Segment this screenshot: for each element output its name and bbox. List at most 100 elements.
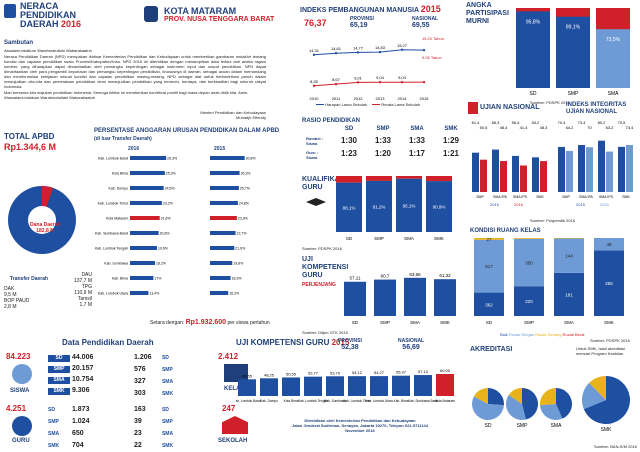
ipm-point bbox=[400, 80, 404, 84]
sekolah-sd-level: SD bbox=[161, 407, 169, 413]
ipm-data-label: 9,01 bbox=[354, 75, 363, 80]
kondisi-data-label: 48 bbox=[606, 242, 612, 247]
apm-title: ANGKA PARTISIPASI MURNI bbox=[466, 2, 514, 26]
ukg-small-line1: UJI bbox=[302, 256, 313, 263]
kualifikasi-category-label: SMP bbox=[374, 236, 384, 241]
kualifikasi-category-label: SMA bbox=[404, 236, 414, 241]
persentase-bar bbox=[210, 156, 245, 160]
un-title: UJIAN NASIONAL bbox=[480, 104, 540, 111]
sekolah-total: 247 bbox=[222, 404, 236, 413]
kelas-smp-level: SMP bbox=[161, 367, 173, 373]
ukg-small-bar bbox=[404, 277, 426, 316]
apbd-item-bop-value: 2,8 M bbox=[4, 304, 17, 310]
persentase-bar bbox=[130, 186, 164, 190]
school-building-icon bbox=[222, 416, 248, 434]
ukg-big-year: 2015 bbox=[331, 338, 350, 347]
apbd-items-right: DAU 137,7 M TPG 110,9 M Tamsil 1,7 M bbox=[52, 272, 92, 308]
siswa-sd-value: 44.006 bbox=[71, 354, 94, 361]
ukg-big-category-label: Kab. Sumbawa Barat bbox=[408, 399, 438, 403]
ipm-tick-label: 2014 bbox=[398, 96, 408, 101]
guru-sma-value: 650 bbox=[71, 430, 84, 437]
kelas-sd-level: SD bbox=[161, 355, 169, 361]
kondisi-legend-ringan: Rusak Ringan bbox=[508, 332, 535, 337]
ipm-kota-value: 76,37 bbox=[304, 18, 327, 28]
integritas-legend: 2015 bbox=[576, 202, 586, 207]
apm-data-label: 73,5% bbox=[606, 37, 621, 43]
kondisi-data-label: 255 bbox=[605, 281, 613, 286]
guru-sd-value: 1.873 bbox=[71, 406, 90, 413]
ukg-big-category-label: Kab. Sumbawa bbox=[324, 399, 346, 403]
apm-data-label: 89,1% bbox=[566, 25, 581, 31]
persentase-value-label: 16,2% bbox=[229, 292, 239, 296]
persentase-value-label: 30,8% bbox=[246, 157, 256, 161]
ipm-hls-end-label: 15,20 Tahun bbox=[422, 36, 444, 41]
un-data-label: 66,3 bbox=[492, 120, 501, 125]
persentase-value-label: 20,8% bbox=[160, 232, 170, 236]
ukg-big-bar bbox=[414, 375, 432, 396]
ipm-point bbox=[312, 53, 316, 56]
integritas-legend: 2016 bbox=[600, 202, 610, 207]
integritas-data-label: 73,4 bbox=[626, 125, 635, 130]
ukg-big-category-label: Kab. Lombok Tengah bbox=[298, 399, 328, 403]
ukg-big-data-label: 50,55 bbox=[286, 371, 297, 376]
apm-category-label: SMP bbox=[568, 91, 580, 97]
persentase-title: PERSENTASE ANGGARAN URUSAN PENDIDIKAN DA… bbox=[94, 128, 280, 134]
apbd-item-tamsil-label: Tamsil bbox=[77, 296, 92, 302]
ipm-tick-label: 2015 bbox=[420, 96, 430, 101]
persentase-bar bbox=[130, 246, 157, 250]
siswa-sd-level: SD bbox=[48, 355, 70, 362]
legend-rls-swatch bbox=[372, 104, 381, 106]
un-data-label: 50,5 bbox=[480, 125, 489, 130]
kelas-block: 1.206 SD 576 SMP 327 SMA 303 SMK 2.412 K… bbox=[134, 352, 266, 400]
transfer-label: Transfer Daerah bbox=[10, 276, 49, 282]
ipm-tick-label: 2013 bbox=[376, 96, 386, 101]
ipm-tick-label: 2011 bbox=[332, 96, 341, 101]
ukg-big-data-label: 45,55 bbox=[242, 373, 253, 378]
kondisi-category-label: SD bbox=[486, 320, 493, 325]
region-name: KOTA MATARAM bbox=[164, 6, 237, 16]
footer-line2: Jalan Jenderal Sudirman, Senayan, Jakart… bbox=[291, 423, 428, 428]
persentase-category-label: Kota Bima bbox=[112, 172, 128, 176]
ukg-big-bar bbox=[370, 376, 388, 396]
ukg-small-category-label: SMA bbox=[410, 320, 420, 325]
un-bar bbox=[512, 155, 519, 192]
persentase-bar bbox=[210, 171, 240, 175]
un-data-label: 56,4 bbox=[512, 120, 521, 125]
integritas-bar bbox=[578, 145, 585, 192]
persentase-category-label: Kab. Lombok Barat bbox=[98, 157, 128, 161]
persentase-value-label: 26,3% bbox=[167, 157, 177, 161]
rasio-col-sma: SMA bbox=[410, 126, 424, 132]
kondisi-chart: 362 817 27 SD 220 350 SMP 181 144 SMA 255 48 SMK bbox=[474, 238, 624, 325]
persentase-bar bbox=[210, 231, 236, 235]
persentase-value-label: 24,8% bbox=[239, 202, 249, 206]
legend-rls: Rerata Lama Sekolah bbox=[381, 102, 421, 107]
guru-block: 4.251 GURU SD 1.873 SMP 1.024 SMA 650 SM… bbox=[4, 404, 130, 450]
siswa-total: 84.223 bbox=[6, 352, 31, 361]
akreditasi-category-label: SMP bbox=[517, 423, 529, 429]
kelas-smk-level: SMK bbox=[161, 391, 174, 397]
ukg-small-category-label: SMK bbox=[440, 320, 450, 325]
ipm-provinsi-label: PROVINSI bbox=[350, 16, 374, 22]
ipm-data-label: 9,04 bbox=[398, 75, 407, 80]
siswa-smk-level: SMK bbox=[48, 388, 70, 395]
header-title-line1: NERACA bbox=[20, 1, 59, 11]
persentase-year-right: 2015 bbox=[214, 146, 226, 152]
guru-smp-level: SMP bbox=[48, 419, 59, 425]
un-bar bbox=[500, 161, 507, 192]
ipm-provinsi-value: 65,19 bbox=[350, 22, 368, 29]
setara-value: Rp1.932.600 bbox=[185, 319, 227, 326]
persentase-category-label: Kab. Lombok Utara bbox=[98, 292, 128, 296]
kondisi-data-label: 362 bbox=[485, 302, 493, 307]
persentase-category-label: Kab. Bima bbox=[112, 277, 128, 281]
persentase-year-left: 2016 bbox=[128, 146, 140, 152]
un-category-label: SMA IPA bbox=[493, 195, 507, 199]
ukg-provinsi-value: 52,38 bbox=[341, 344, 359, 351]
sekolah-sma-level: SMA bbox=[161, 431, 174, 437]
guru-sma-level: SMA bbox=[48, 431, 60, 437]
rasio-table: SD SMP SMA SMK 1:30 1:33 1:33 1:29 1:23 … bbox=[332, 126, 468, 158]
rasio-col-smp: SMP bbox=[376, 126, 390, 132]
region-crest-icon bbox=[144, 6, 158, 22]
data-pendidikan-title: Data Pendidikan Daerah bbox=[62, 338, 154, 347]
apm-category-label: SMA bbox=[608, 91, 620, 97]
